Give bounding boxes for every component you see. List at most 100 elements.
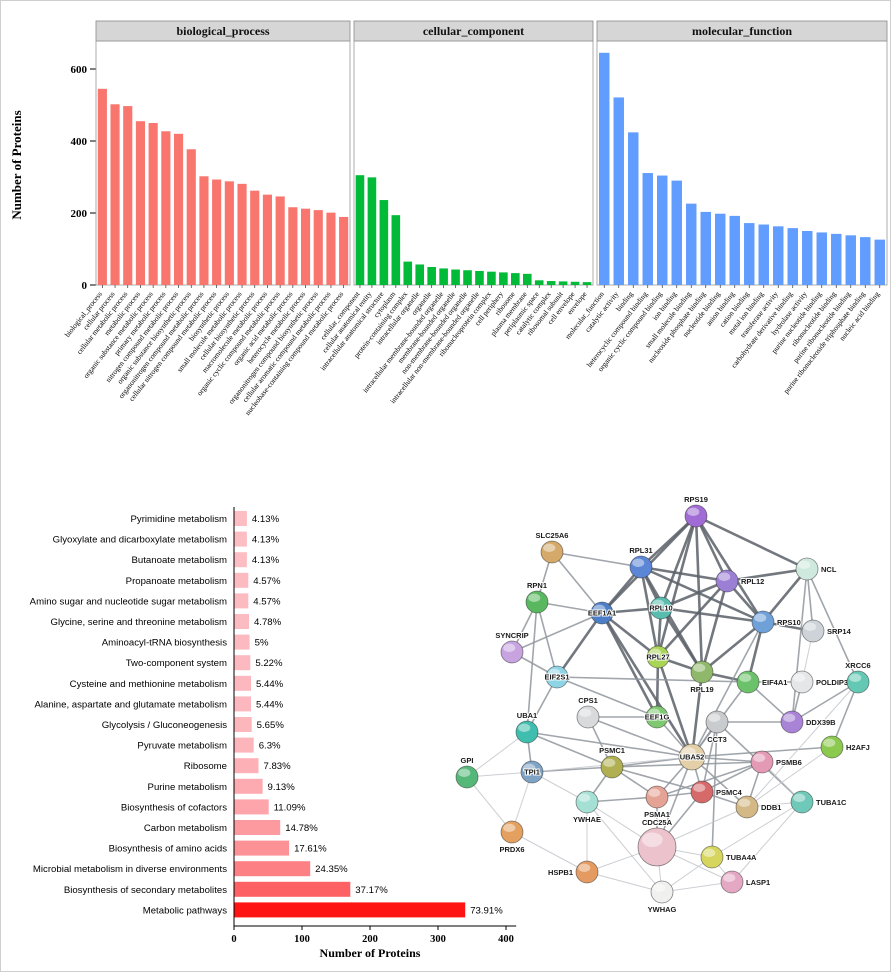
- node-circle[interactable]: [750, 750, 774, 774]
- network-node[interactable]: SRP14: [801, 619, 853, 643]
- node-circle[interactable]: [751, 610, 775, 634]
- network-edge: [659, 515, 698, 609]
- network-node[interactable]: YWHAE: [572, 790, 602, 825]
- node-circle[interactable]: [801, 619, 825, 643]
- network-node[interactable]: RPL27: [645, 645, 671, 669]
- kegg-bar: [234, 696, 251, 712]
- node-circle[interactable]: [700, 845, 724, 869]
- network-node[interactable]: GPI: [455, 755, 479, 789]
- network-node[interactable]: EEF1G: [644, 705, 670, 729]
- node-circle[interactable]: [590, 601, 614, 625]
- node-circle[interactable]: [735, 795, 759, 819]
- network-node-label: DDB1: [761, 803, 781, 812]
- node-circle[interactable]: [684, 504, 708, 528]
- go-bar: [379, 200, 389, 285]
- network-node[interactable]: RPL10: [648, 596, 674, 620]
- node-circle[interactable]: [646, 645, 670, 669]
- node-circle[interactable]: [645, 705, 669, 729]
- network-node[interactable]: DDB1: [735, 795, 782, 819]
- network-node[interactable]: EIF2S1: [543, 665, 571, 689]
- network-node[interactable]: RPL12: [715, 569, 765, 593]
- node-circle[interactable]: [649, 596, 673, 620]
- network-node[interactable]: CDC25A: [637, 817, 677, 867]
- node-circle[interactable]: [575, 790, 599, 814]
- network-node[interactable]: PRDX6: [498, 820, 526, 855]
- node-circle[interactable]: [690, 780, 714, 804]
- network-node[interactable]: TUBA1C: [790, 790, 848, 814]
- node-circle[interactable]: [500, 640, 524, 664]
- network-node[interactable]: RPS19: [683, 496, 709, 528]
- node-circle[interactable]: [690, 660, 714, 684]
- kegg-bar: [234, 881, 351, 897]
- network-node[interactable]: PSMB6: [750, 750, 803, 774]
- network-node[interactable]: DDX39B: [780, 710, 837, 734]
- node-circle[interactable]: [720, 870, 744, 894]
- node-circle[interactable]: [790, 790, 814, 814]
- kegg-bar: [234, 634, 250, 650]
- network-node[interactable]: LASP1: [720, 870, 771, 894]
- go-bar: [758, 224, 769, 285]
- node-highlight: [579, 708, 592, 717]
- node-circle[interactable]: [820, 735, 844, 759]
- network-edge: [601, 611, 659, 659]
- node-circle[interactable]: [600, 755, 624, 779]
- network-node[interactable]: UBA1: [515, 710, 539, 744]
- network-node[interactable]: EEF1A1: [587, 601, 617, 625]
- network-node-label: UBA1: [517, 711, 537, 720]
- node-circle[interactable]: [637, 827, 677, 867]
- network-node[interactable]: YWHAG: [647, 880, 678, 915]
- go-bar: [339, 216, 349, 285]
- network-edge: [511, 831, 588, 873]
- network-edge: [526, 731, 613, 768]
- network-node[interactable]: RPN1: [525, 580, 549, 614]
- node-circle[interactable]: [650, 880, 674, 904]
- network-edge: [639, 566, 660, 658]
- node-circle[interactable]: [645, 785, 669, 809]
- node-circle[interactable]: [846, 670, 870, 694]
- network-node[interactable]: UBA52: [678, 743, 706, 771]
- network-node[interactable]: NCL: [795, 557, 838, 581]
- kegg-bar-pct: 4.57%: [253, 576, 281, 587]
- network-node[interactable]: POLDIP3: [790, 670, 849, 694]
- network-node[interactable]: EIF4A1: [736, 670, 788, 694]
- network-node[interactable]: HSPB1: [547, 860, 599, 884]
- node-circle[interactable]: [576, 705, 600, 729]
- node-circle[interactable]: [790, 670, 814, 694]
- node-circle[interactable]: [715, 569, 739, 593]
- network-node[interactable]: CCT3: [705, 710, 729, 745]
- network-node[interactable]: SYNCRIP: [494, 630, 530, 664]
- network-node[interactable]: PSMC4: [690, 780, 744, 804]
- go-bar: [499, 272, 508, 285]
- kegg-bar-pct: 9.13%: [268, 782, 296, 793]
- node-circle[interactable]: [540, 540, 564, 564]
- node-circle[interactable]: [780, 710, 804, 734]
- node-circle[interactable]: [678, 743, 706, 771]
- node-highlight: [804, 622, 817, 631]
- node-circle[interactable]: [525, 590, 549, 614]
- node-circle[interactable]: [520, 760, 544, 784]
- network-node-label: PRDX6: [499, 845, 524, 854]
- node-circle[interactable]: [455, 765, 479, 789]
- network-node[interactable]: PSMA1: [643, 785, 671, 820]
- network-node[interactable]: H2AFJ: [820, 735, 871, 759]
- node-circle[interactable]: [795, 557, 819, 581]
- node-circle[interactable]: [545, 665, 569, 689]
- network-node[interactable]: TUBA4A: [700, 845, 758, 869]
- network-node[interactable]: SLC25A6: [535, 530, 569, 564]
- node-circle[interactable]: [629, 555, 653, 579]
- go-bar: [199, 176, 209, 285]
- network-node[interactable]: CPS1: [576, 695, 600, 729]
- network-edge: [791, 681, 859, 723]
- node-circle[interactable]: [515, 720, 539, 744]
- network-node[interactable]: RPL31: [628, 545, 654, 579]
- network-node-label: RPL10: [649, 604, 672, 613]
- node-circle[interactable]: [500, 820, 524, 844]
- network-node[interactable]: TPI1: [520, 760, 544, 784]
- network-node[interactable]: RPL19: [689, 660, 715, 695]
- node-circle[interactable]: [705, 710, 729, 734]
- node-circle[interactable]: [736, 670, 760, 694]
- network-node[interactable]: XRCC6: [844, 660, 872, 694]
- network-node[interactable]: RPS10: [751, 610, 802, 634]
- network-node[interactable]: PSMC1: [598, 745, 626, 779]
- node-circle[interactable]: [575, 860, 599, 884]
